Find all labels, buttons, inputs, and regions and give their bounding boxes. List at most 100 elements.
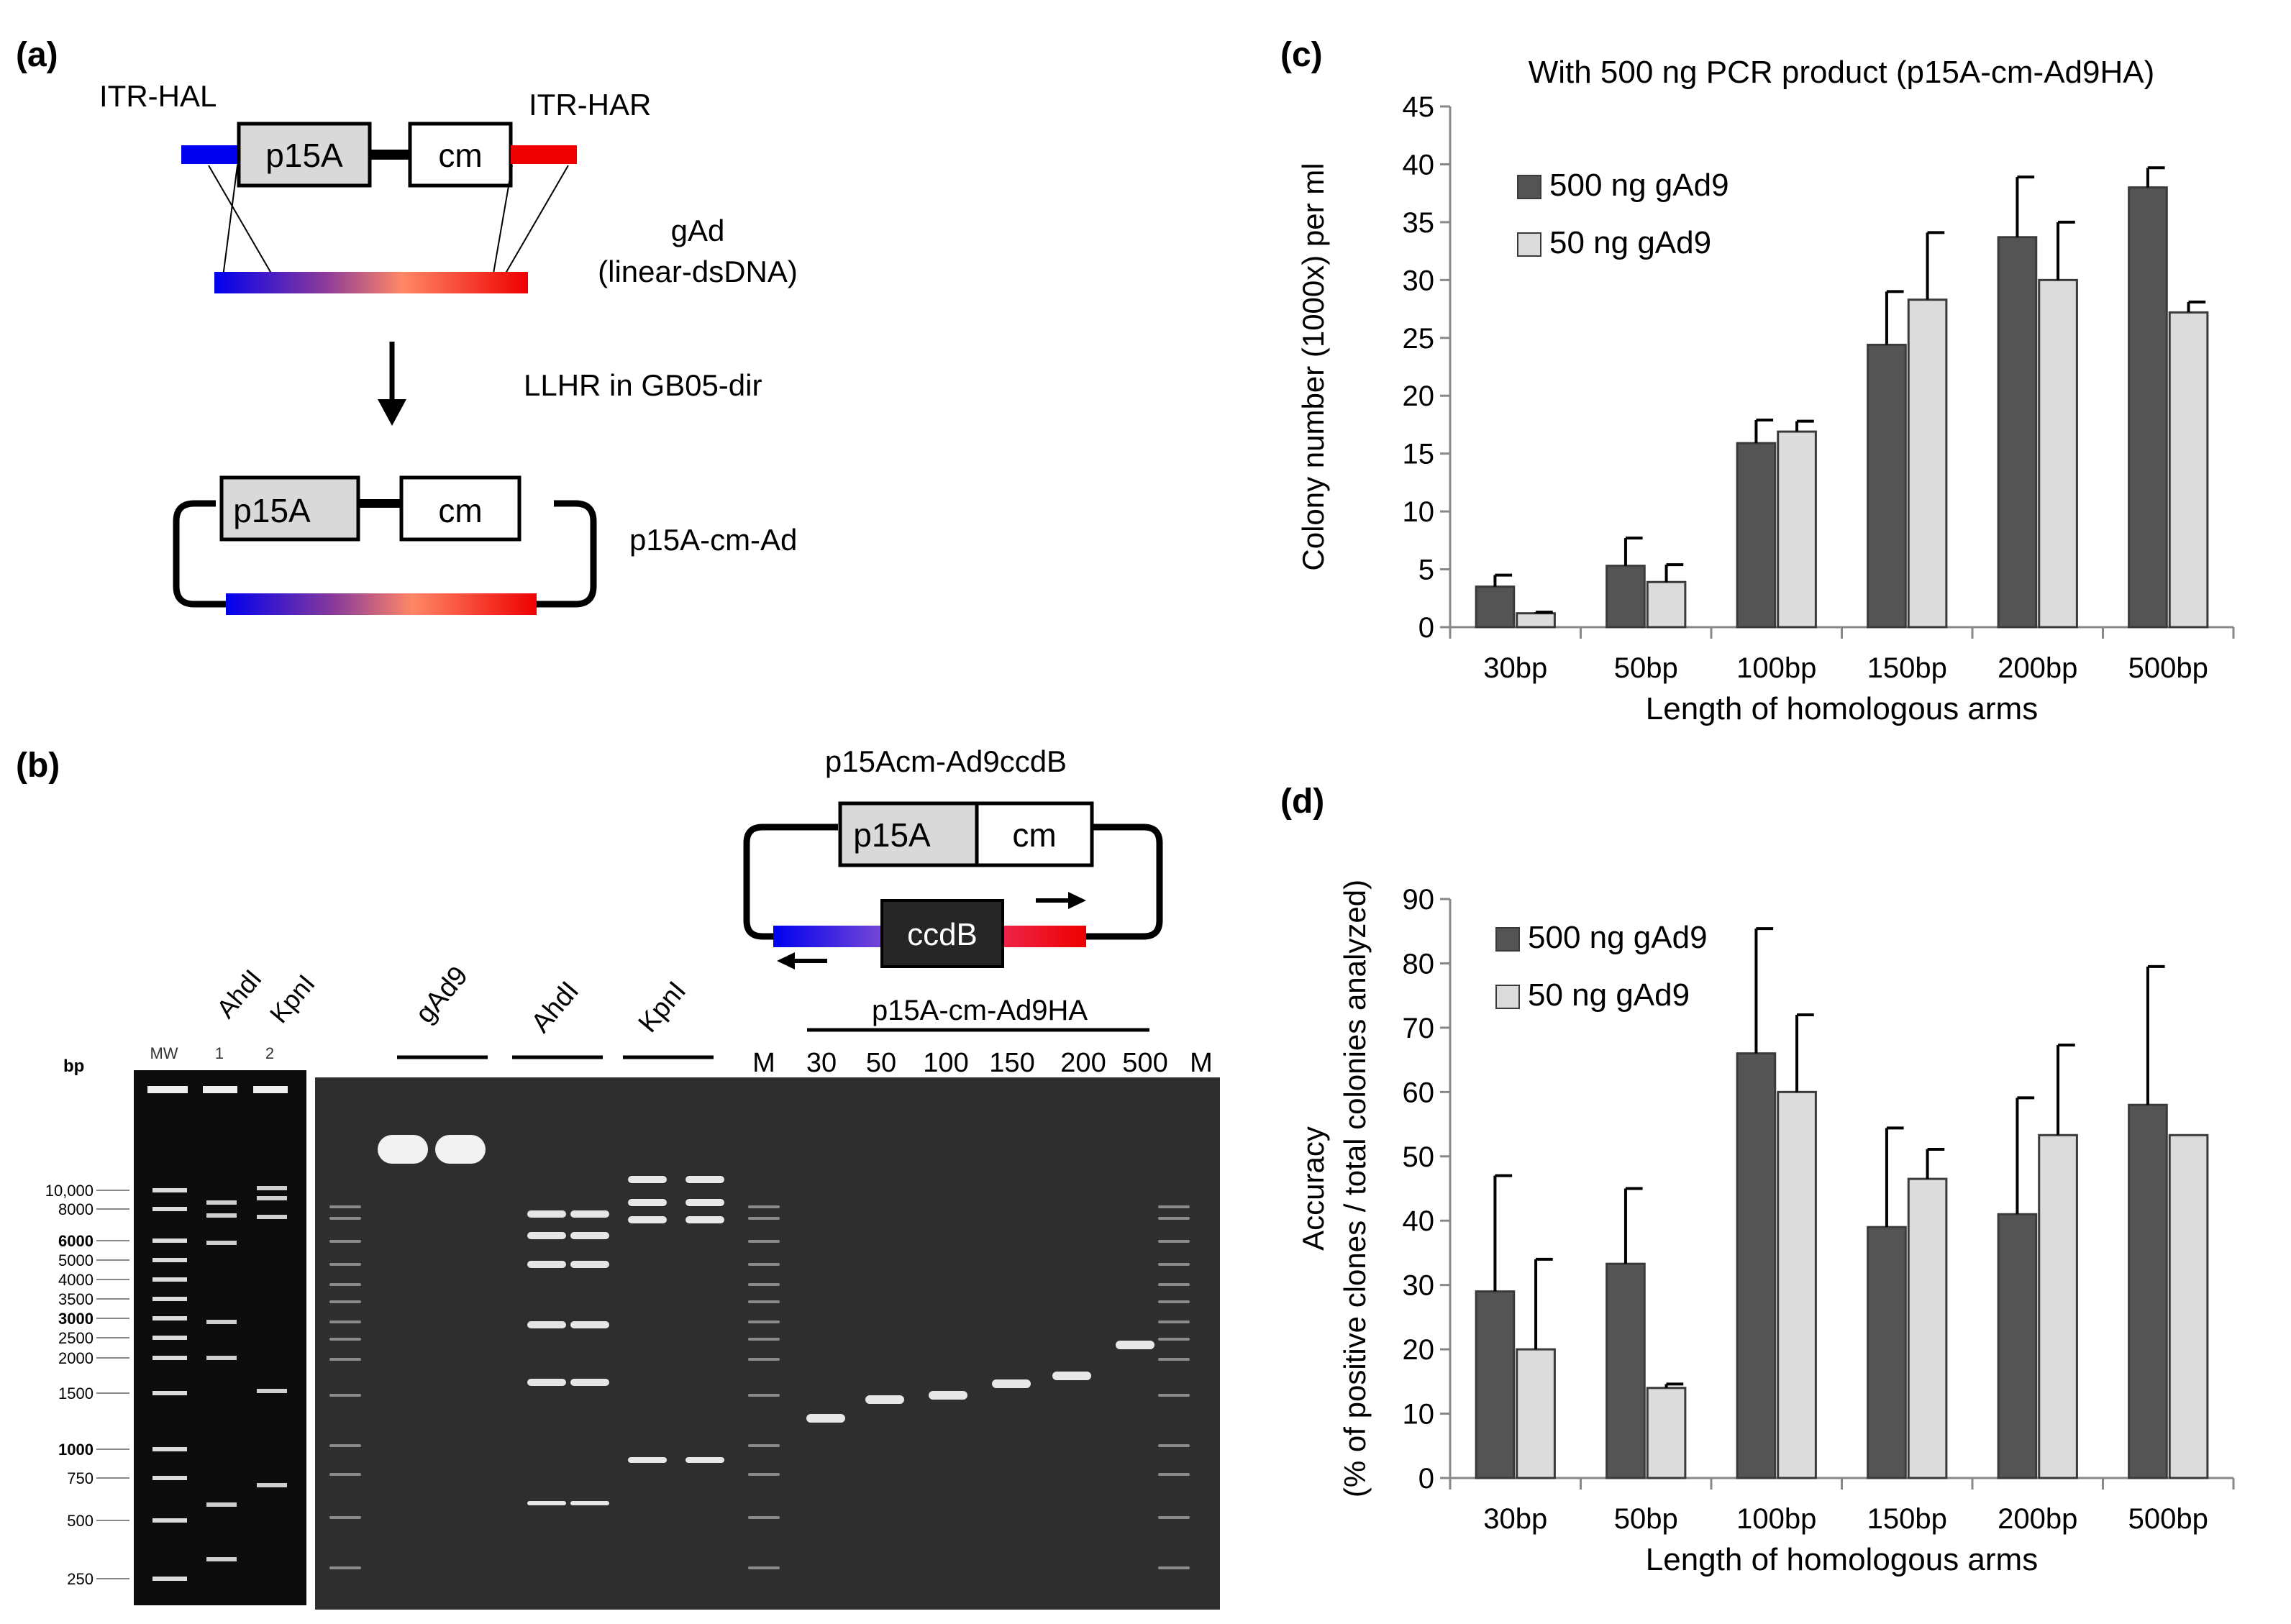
y-tick-label: 10 (1403, 1399, 1435, 1431)
y-tick-label: 30 (1403, 265, 1435, 296)
size-marker-label: 1000 (58, 1441, 94, 1459)
x-tick-label: 30bp (1483, 1503, 1547, 1535)
y-tick-label: 0 (1418, 612, 1434, 644)
gel-band (748, 1444, 780, 1447)
gel-band (929, 1391, 967, 1400)
gad9-lane-label: gAd9 (410, 961, 474, 1029)
lane-1-band (206, 1213, 237, 1218)
size-marker-label: 8000 (58, 1200, 94, 1218)
kpni-lane-label: KpnI (264, 969, 321, 1028)
cm-label: cm (438, 137, 482, 174)
ccdb-plasmid-title: p15Acm-Ad9ccdB (825, 744, 1067, 778)
gel-band (748, 1566, 780, 1569)
size-marker-label: 250 (67, 1570, 94, 1588)
x-tick-label: 30bp (1483, 652, 1547, 684)
ladder-band (152, 1207, 187, 1211)
gel-band (748, 1394, 780, 1397)
legend-swatch (1495, 985, 1520, 1009)
size-marker-label: 3000 (58, 1310, 94, 1328)
bar (1646, 580, 1687, 629)
crossover-line (493, 165, 513, 274)
gel-band (992, 1379, 1031, 1388)
gel-band (329, 1566, 361, 1569)
ladder-band (152, 1447, 187, 1451)
ha-group-label: p15A-cm-Ad9HA (872, 995, 1088, 1026)
gel-band (1052, 1372, 1091, 1380)
gel-band (329, 1394, 361, 1397)
primer-arrow-forward-head (1068, 892, 1086, 909)
bar (2038, 278, 2078, 629)
bar (1777, 430, 1817, 629)
gel-band (628, 1176, 667, 1183)
size-marker-label: 1500 (58, 1384, 94, 1402)
cm-box (399, 475, 521, 542)
mw-gel-bands (147, 1086, 288, 1581)
gel-band (1158, 1566, 1190, 1569)
gel-band (1158, 1205, 1190, 1208)
y-tick-label: 40 (1403, 1205, 1435, 1237)
lane-1-band (206, 1356, 237, 1360)
panel-label-b: (b) (16, 747, 60, 785)
ladder-band (152, 1238, 187, 1243)
gel-band (1158, 1473, 1190, 1476)
size-marker-label: 10,000 (45, 1182, 94, 1200)
arm-lane-label: 200 (1060, 1048, 1106, 1078)
gel-band (570, 1321, 609, 1328)
y-tick-label: 50 (1403, 1141, 1435, 1173)
gel-band (1158, 1217, 1190, 1220)
x-tick-label: 100bp (1736, 652, 1816, 684)
size-marker-label: 4000 (58, 1271, 94, 1289)
lane-1-band (206, 1557, 237, 1561)
gel-band (1158, 1516, 1190, 1519)
bar (2168, 311, 2209, 629)
lane-2-band (257, 1389, 287, 1393)
arm-lane-label: 150 (989, 1048, 1034, 1078)
llhr-label: LLHR in GB05-dir (524, 368, 762, 402)
main-gel-bands (329, 1135, 1190, 1569)
gel-band (748, 1205, 780, 1208)
size-marker-label: 3500 (58, 1290, 94, 1308)
gel-band (329, 1263, 361, 1266)
size-marker-label: 2500 (58, 1329, 94, 1347)
har-arm (511, 145, 577, 164)
gel-band (806, 1414, 845, 1423)
gel-band (628, 1457, 667, 1463)
gel-band (748, 1283, 780, 1286)
x-axis-label: Length of homologous arms (1646, 691, 2038, 726)
gel-band (527, 1261, 566, 1268)
gel-band (748, 1358, 780, 1361)
gel-band (865, 1395, 904, 1404)
lane-1-band (206, 1200, 237, 1205)
x-tick-label: 500bp (2128, 652, 2208, 684)
arm-lane-label: 500 (1122, 1048, 1167, 1078)
bar (2038, 1133, 2078, 1479)
gel-band (1158, 1338, 1190, 1341)
panel-b: p15Acm-Ad9ccdB p15A cm ccdB bp MW 1 2 Ah… (45, 744, 1220, 1610)
gel-band (1158, 1283, 1190, 1286)
y-tick-label: 35 (1403, 207, 1435, 239)
cm-label: cm (438, 492, 482, 529)
gel-band (329, 1516, 361, 1519)
ladder-band (152, 1277, 187, 1282)
bar (2168, 1133, 2209, 1479)
p15a-label: p15A (853, 816, 931, 854)
gel-band (570, 1261, 609, 1268)
gel-band (1158, 1263, 1190, 1266)
crossover-line (208, 165, 274, 278)
gel-band (329, 1240, 361, 1243)
ladder-band (152, 1297, 187, 1301)
ladder-band (152, 1356, 187, 1360)
y-tick-label: 40 (1403, 149, 1435, 181)
gel-band (748, 1338, 780, 1341)
chart-colony-number: 0 5 10 15 20 25 30 35 40 45 30bp 50bp 100bp 150bp 200b… (1296, 55, 2235, 726)
size-marker-label: 5000 (58, 1251, 94, 1269)
legend-label: 50 ng gAd9 (1528, 977, 1690, 1013)
p15a-box (838, 801, 979, 867)
bar (1867, 1226, 1907, 1479)
gel-band (748, 1473, 780, 1476)
gel-band (1158, 1358, 1190, 1361)
lane-2-band (257, 1483, 287, 1487)
gel-band (570, 1379, 609, 1386)
gel-band (1116, 1341, 1154, 1349)
